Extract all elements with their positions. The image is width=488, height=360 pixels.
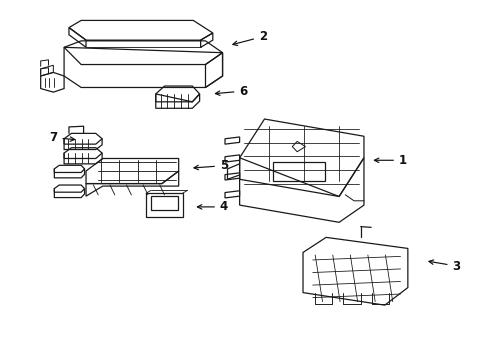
Text: 5: 5 <box>194 159 228 172</box>
Text: 2: 2 <box>232 30 266 45</box>
Text: 6: 6 <box>215 85 247 98</box>
Text: 1: 1 <box>374 154 406 167</box>
Text: 4: 4 <box>197 201 228 213</box>
Text: 7: 7 <box>49 131 75 144</box>
Text: 3: 3 <box>428 260 460 273</box>
